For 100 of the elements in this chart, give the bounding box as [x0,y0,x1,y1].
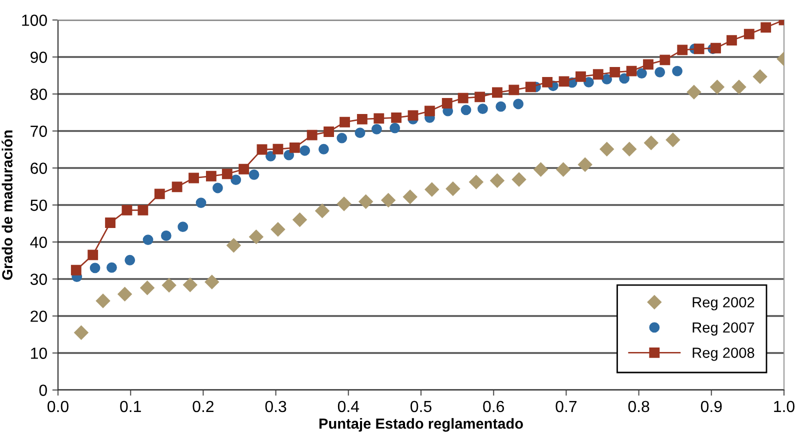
point [408,110,418,121]
legend-label: Reg 2002 [692,297,754,310]
point [726,35,737,46]
point [118,287,132,302]
point [336,132,348,144]
point [206,170,216,182]
point [576,71,586,82]
y-tick-label: 0 [39,384,47,396]
point [188,172,199,184]
x-tick-label: 1.0 [774,400,794,412]
point [760,22,772,33]
y-tick-label: 60 [30,162,47,174]
x-tick-label: 0.6 [483,400,504,412]
point [513,98,524,110]
point [222,168,232,180]
y-tick-label: 100 [22,14,47,26]
point [391,112,402,123]
point [496,101,506,112]
y-tick-label: 70 [30,126,47,137]
x-tick-label: 0.2 [192,400,214,412]
point [442,98,452,108]
point [196,198,206,208]
x-tick-label: 0.9 [700,400,722,412]
point [610,66,620,78]
point [70,264,82,276]
point [390,122,400,134]
point [556,162,570,177]
point [643,59,654,70]
point [300,145,310,156]
point [142,234,154,245]
x-tick-label: 0.4 [338,400,360,412]
point [88,250,98,260]
point [289,142,300,153]
point [474,92,486,102]
point [122,204,132,216]
point [356,114,368,124]
point [592,69,604,80]
point [140,280,154,295]
point [686,85,702,100]
point [315,204,330,218]
x-tick-label: 0.1 [120,400,141,412]
point [672,66,682,76]
point [306,130,318,140]
point [542,76,553,88]
point [460,104,472,116]
point [508,84,520,96]
y-tick-label: 40 [30,236,47,248]
point [340,116,350,128]
point [160,230,172,241]
point [90,262,100,274]
point [106,262,117,273]
point [534,162,548,177]
point [96,294,110,308]
point [558,76,570,87]
point [752,70,768,84]
point [446,182,460,196]
point [654,66,666,78]
point [372,124,382,134]
x-tick-label: 0.8 [628,400,650,412]
y-tick-label: 50 [30,200,47,211]
point [154,188,165,200]
point [525,82,536,92]
x-tick-label: 0.3 [265,400,286,412]
point [644,136,658,150]
point [124,254,136,266]
point [512,172,526,187]
y-axis-title: Grado de maduración [2,130,12,280]
point [270,222,286,236]
point [324,126,334,137]
point [354,128,366,138]
point [424,182,439,197]
point [636,68,647,78]
point [710,80,724,94]
point [469,174,484,190]
point [744,28,754,40]
point [162,278,176,292]
point [272,144,284,154]
point [694,44,704,54]
point [374,113,384,124]
point [266,150,276,162]
y-tick-label: 10 [31,348,47,359]
point [732,80,746,94]
point [478,104,488,114]
point [74,326,88,340]
point [248,169,260,180]
point [105,218,116,228]
point [292,212,307,227]
x-tick-label: 0.5 [410,400,432,412]
point [710,42,721,54]
x-tick-label: 0.0 [48,400,68,412]
point [226,238,241,252]
point [204,274,219,290]
x-axis-title: Puntaje Estado reglamentado [319,418,523,432]
point [626,66,637,76]
point [666,132,680,147]
y-tick-label: 80 [30,88,47,100]
point [256,144,268,155]
point [381,193,396,208]
point [183,278,198,292]
point [578,158,592,172]
